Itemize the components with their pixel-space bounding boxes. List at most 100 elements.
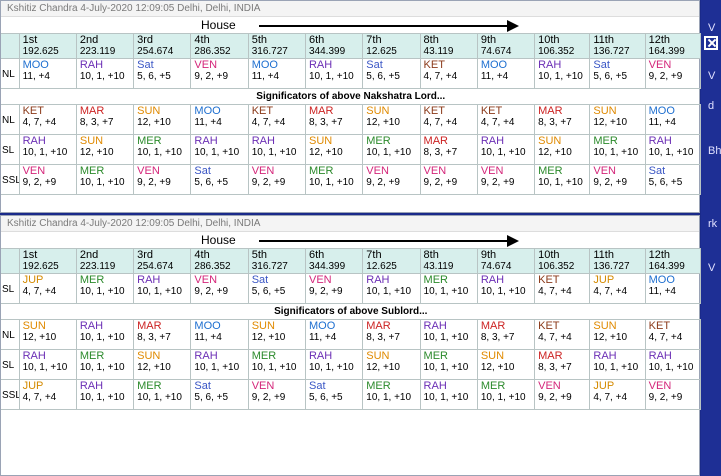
planet-cell[interactable]: MOO 11, +4 — [247, 58, 306, 89]
planet-cell[interactable]: MER 10, 1, +10 — [362, 379, 421, 410]
planet-cell[interactable]: JUP 4, 7, +4 — [18, 379, 77, 410]
planet-cell[interactable]: KET 4, 7, +4 — [644, 319, 702, 350]
planet-cell[interactable]: Sat 5, 6, +5 — [589, 58, 646, 89]
planet-cell[interactable]: VEN 9, 2, +9 — [190, 58, 249, 89]
close-icon[interactable] — [704, 36, 718, 50]
planet-cell[interactable]: RAH 10, 1, +10 — [75, 379, 135, 410]
planet-cell[interactable]: MER 10, 1, +10 — [362, 134, 421, 165]
planet-cell[interactable]: VEN 9, 2, +9 — [18, 164, 77, 195]
planet-cell[interactable]: SUN 12, +10 — [589, 104, 646, 135]
planet-cell[interactable]: SUN 12, +10 — [304, 134, 364, 165]
planet-cell[interactable]: RAH 10, 1, +10 — [476, 273, 536, 304]
house-cell[interactable]: 2nd 223.119 — [75, 33, 135, 59]
planet-cell[interactable]: RAH 10, 1, +10 — [644, 134, 702, 165]
house-cell[interactable]: 7th 12.625 — [362, 248, 421, 274]
planet-cell[interactable]: JUP 4, 7, +4 — [589, 273, 646, 304]
house-cell[interactable]: 12th 164.399 — [644, 248, 702, 274]
planet-cell[interactable]: VEN 9, 2, +9 — [644, 58, 702, 89]
planet-cell[interactable]: MOO 11, +4 — [476, 58, 536, 89]
planet-cell[interactable]: RAH 10, 1, +10 — [75, 319, 135, 350]
planet-cell[interactable]: SUN 12, +10 — [589, 319, 646, 350]
planet-cell[interactable]: SUN 12, +10 — [75, 134, 135, 165]
planet-cell[interactable]: JUP 4, 7, +4 — [589, 379, 646, 410]
house-cell[interactable]: 11th 136.727 — [589, 248, 646, 274]
planet-cell[interactable]: SUN 12, +10 — [133, 104, 192, 135]
planet-cell[interactable]: SUN 12, +10 — [362, 349, 421, 380]
planet-cell[interactable]: Sat 5, 6, +5 — [304, 379, 364, 410]
planet-cell[interactable]: MAR 8, 3, +7 — [75, 104, 135, 135]
planet-cell[interactable]: VEN 9, 2, +9 — [247, 164, 306, 195]
planet-cell[interactable]: MER 10, 1, +10 — [247, 349, 306, 380]
planet-cell[interactable]: KET 4, 7, +4 — [476, 104, 536, 135]
house-cell[interactable]: 6th 344.399 — [304, 248, 364, 274]
planet-cell[interactable]: MOO 11, +4 — [644, 273, 702, 304]
house-cell[interactable]: 1st 192.625 — [18, 248, 77, 274]
planet-cell[interactable]: Sat 5, 6, +5 — [190, 164, 249, 195]
planet-cell[interactable]: MAR 8, 3, +7 — [534, 104, 591, 135]
planet-cell[interactable]: RAH 10, 1, +10 — [75, 58, 135, 89]
planet-cell[interactable]: VEN 9, 2, +9 — [589, 164, 646, 195]
planet-cell[interactable]: VEN 9, 2, +9 — [644, 379, 702, 410]
planet-cell[interactable]: SUN 12, +10 — [133, 349, 192, 380]
planet-cell[interactable]: RAH 10, 1, +10 — [304, 58, 364, 89]
house-cell[interactable]: 6th 344.399 — [304, 33, 364, 59]
planet-cell[interactable]: VEN 9, 2, +9 — [419, 164, 478, 195]
planet-cell[interactable]: RAH 10, 1, +10 — [304, 349, 364, 380]
planet-cell[interactable]: MER 10, 1, +10 — [589, 134, 646, 165]
planet-cell[interactable]: VEN 9, 2, +9 — [362, 164, 421, 195]
house-cell[interactable]: 3rd 254.674 — [133, 33, 192, 59]
planet-cell[interactable]: MER 10, 1, +10 — [476, 379, 536, 410]
planet-cell[interactable]: Sat 5, 6, +5 — [247, 273, 306, 304]
house-cell[interactable]: 3rd 254.674 — [133, 248, 192, 274]
planet-cell[interactable]: MER 10, 1, +10 — [75, 273, 135, 304]
planet-cell[interactable]: MAR 8, 3, +7 — [133, 319, 192, 350]
planet-cell[interactable]: JUP 4, 7, +4 — [18, 273, 77, 304]
planet-cell[interactable]: VEN 9, 2, +9 — [190, 273, 249, 304]
planet-cell[interactable]: MOO 11, +4 — [190, 104, 249, 135]
planet-cell[interactable]: KET 4, 7, +4 — [419, 104, 478, 135]
planet-cell[interactable]: RAH 10, 1, +10 — [644, 349, 702, 380]
house-cell[interactable]: 8th 43.119 — [419, 33, 478, 59]
planet-cell[interactable]: KET 4, 7, +4 — [534, 319, 591, 350]
planet-cell[interactable]: Sat 5, 6, +5 — [190, 379, 249, 410]
planet-cell[interactable]: Sat 5, 6, +5 — [133, 58, 192, 89]
planet-cell[interactable]: MER 10, 1, +10 — [419, 273, 478, 304]
planet-cell[interactable]: MOO 11, +4 — [18, 58, 77, 89]
planet-cell[interactable]: MOO 11, +4 — [644, 104, 702, 135]
planet-cell[interactable]: SUN 12, +10 — [247, 319, 306, 350]
planet-cell[interactable]: Sat 5, 6, +5 — [362, 58, 421, 89]
planet-cell[interactable]: RAH 10, 1, +10 — [190, 134, 249, 165]
planet-cell[interactable]: RAH 10, 1, +10 — [18, 134, 77, 165]
planet-cell[interactable]: RAH 10, 1, +10 — [419, 379, 478, 410]
house-cell[interactable]: 5th 316.727 — [247, 33, 306, 59]
planet-cell[interactable]: SUN 12, +10 — [476, 349, 536, 380]
planet-cell[interactable]: KET 4, 7, +4 — [534, 273, 591, 304]
planet-cell[interactable]: MER 10, 1, +10 — [75, 349, 135, 380]
house-cell[interactable]: 8th 43.119 — [419, 248, 478, 274]
planet-cell[interactable]: RAH 10, 1, +10 — [419, 319, 478, 350]
planet-cell[interactable]: SUN 12, +10 — [362, 104, 421, 135]
planet-cell[interactable]: RAH 10, 1, +10 — [362, 273, 421, 304]
planet-cell[interactable]: MAR 8, 3, +7 — [362, 319, 421, 350]
planet-cell[interactable]: RAH 10, 1, +10 — [476, 134, 536, 165]
planet-cell[interactable]: SUN 12, +10 — [18, 319, 77, 350]
planet-cell[interactable]: MOO 11, +4 — [190, 319, 249, 350]
house-cell[interactable]: 11th 136.727 — [589, 33, 646, 59]
planet-cell[interactable]: MAR 8, 3, +7 — [476, 319, 536, 350]
planet-cell[interactable]: MER 10, 1, +10 — [75, 164, 135, 195]
planet-cell[interactable]: VEN 9, 2, +9 — [534, 379, 591, 410]
planet-cell[interactable]: RAH 10, 1, +10 — [534, 58, 591, 89]
planet-cell[interactable]: MAR 8, 3, +7 — [304, 104, 364, 135]
planet-cell[interactable]: RAH 10, 1, +10 — [190, 349, 249, 380]
planet-cell[interactable]: KET 4, 7, +4 — [247, 104, 306, 135]
planet-cell[interactable]: MOO 11, +4 — [304, 319, 364, 350]
planet-cell[interactable]: MAR 8, 3, +7 — [419, 134, 478, 165]
planet-cell[interactable]: SUN 12, +10 — [534, 134, 591, 165]
planet-cell[interactable]: MER 10, 1, +10 — [534, 164, 591, 195]
planet-cell[interactable]: Sat 5, 6, +5 — [644, 164, 702, 195]
planet-cell[interactable]: VEN 9, 2, +9 — [304, 273, 364, 304]
planet-cell[interactable]: MER 10, 1, +10 — [304, 164, 364, 195]
house-cell[interactable]: 2nd 223.119 — [75, 248, 135, 274]
planet-cell[interactable]: MER 10, 1, +10 — [133, 134, 192, 165]
house-cell[interactable]: 9th 74.674 — [476, 33, 536, 59]
